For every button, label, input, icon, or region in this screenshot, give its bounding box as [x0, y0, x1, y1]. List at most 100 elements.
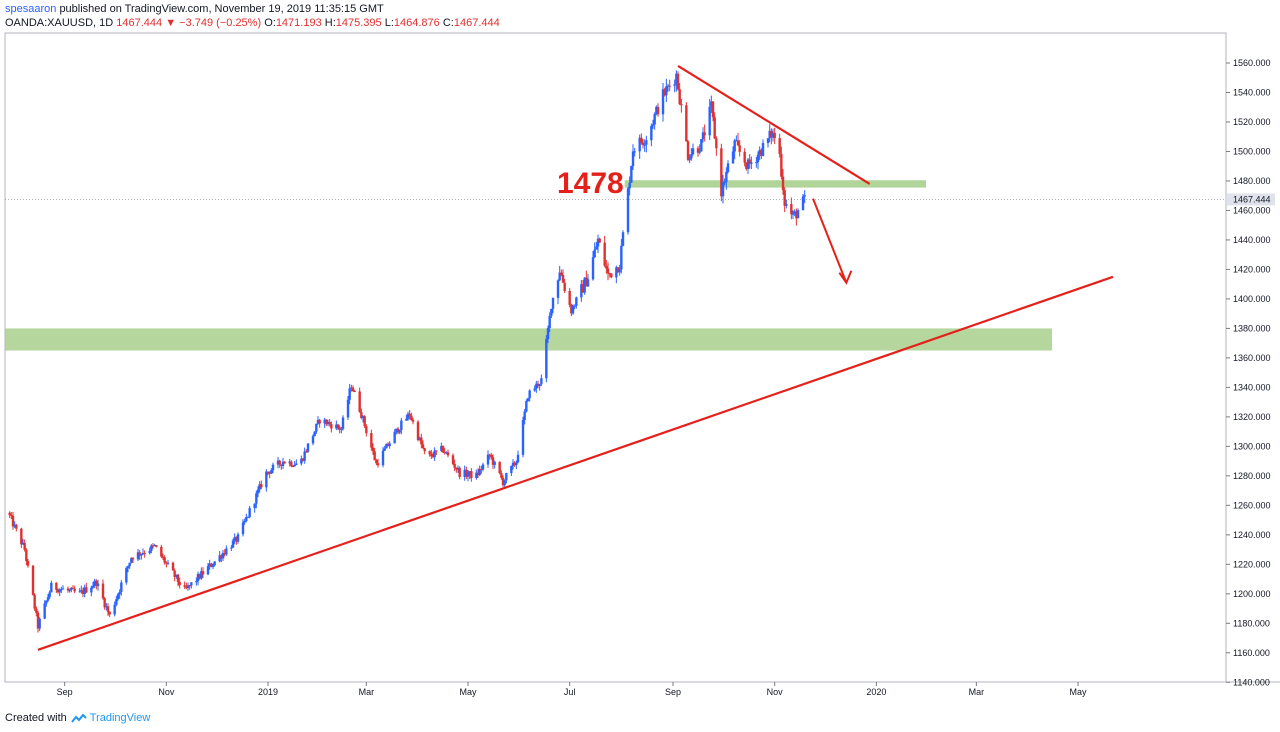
candle-body: [396, 428, 400, 433]
candle-body: [363, 416, 366, 427]
candle-body: [773, 132, 776, 139]
candle-body: [571, 306, 575, 314]
candle: [90, 585, 93, 597]
candle: [151, 543, 155, 549]
candle-body: [276, 460, 280, 465]
publisher-user-link[interactable]: spesaaron: [5, 3, 57, 15]
candle: [313, 431, 316, 437]
x-tick-label: May: [1070, 687, 1088, 697]
candle-body: [626, 188, 630, 233]
candle: [326, 419, 330, 427]
candle: [330, 421, 333, 433]
x-tick-label: 2020: [866, 687, 886, 697]
candle-body: [173, 570, 176, 577]
candle: [766, 138, 770, 148]
candle: [608, 272, 611, 278]
candle-body: [306, 443, 310, 452]
candle-body: [525, 401, 528, 412]
candle: [680, 98, 683, 113]
candle-body: [516, 454, 520, 463]
candle: [400, 417, 403, 435]
candle-body: [96, 583, 100, 587]
candle: [10, 511, 13, 520]
candle-body: [780, 153, 783, 177]
candle-body: [346, 399, 350, 418]
candle: [421, 440, 425, 449]
candle: [748, 154, 751, 169]
candle: [131, 557, 135, 563]
candle: [720, 143, 723, 202]
candle-body: [755, 162, 758, 164]
y-tick-label: 1340.000: [1233, 382, 1271, 392]
candle-body: [791, 213, 795, 215]
candle: [771, 128, 775, 142]
candle-body: [690, 154, 693, 159]
candle-body: [241, 522, 245, 535]
candle: [171, 561, 175, 571]
candle-body: [453, 463, 456, 468]
open-value: 1471.193: [275, 17, 322, 29]
candle: [96, 579, 100, 591]
candle-body: [610, 273, 613, 278]
candle: [445, 451, 448, 455]
candle: [631, 144, 635, 170]
candle: [690, 148, 693, 161]
candle: [405, 414, 408, 421]
candle-body: [23, 542, 26, 550]
candle-body: [141, 552, 145, 555]
candle: [360, 408, 363, 420]
candle: [738, 140, 741, 157]
candle: [790, 197, 793, 220]
x-tick-label: Mar: [359, 687, 375, 697]
candle: [323, 417, 326, 428]
candle-body: [130, 557, 133, 563]
candle-body: [428, 451, 431, 455]
candle-body: [305, 451, 308, 453]
candle: [503, 479, 506, 488]
candle-body: [208, 563, 211, 567]
tradingview-link[interactable]: TradingView: [70, 712, 151, 724]
candle-body: [136, 552, 140, 560]
candle-body: [323, 419, 326, 424]
candle-body: [550, 308, 553, 316]
candle-body: [196, 574, 200, 582]
candle: [645, 135, 648, 153]
candle-body: [608, 273, 611, 275]
candle: [186, 582, 190, 591]
candle-body: [616, 267, 620, 273]
candle: [348, 383, 351, 405]
candle-body: [150, 545, 153, 551]
candle: [723, 178, 726, 186]
candle: [258, 481, 261, 493]
candle: [201, 567, 205, 578]
candle: [45, 600, 48, 607]
candle: [598, 237, 601, 244]
candle-body: [330, 424, 333, 429]
candle-body: [505, 473, 508, 481]
candle-body: [651, 124, 655, 126]
candle-body: [375, 460, 378, 464]
candle-body: [246, 516, 250, 518]
candle-body: [336, 424, 340, 428]
candle: [476, 468, 480, 478]
candle-body: [430, 454, 433, 457]
candle: [688, 154, 691, 164]
candle-body: [606, 268, 610, 274]
candle: [150, 544, 153, 554]
candle: [91, 581, 95, 589]
projection-arrow-head: [838, 270, 853, 285]
y-tick-label: 1480.000: [1233, 176, 1271, 186]
candle: [756, 151, 760, 170]
candle-body: [186, 585, 190, 588]
candle-body: [143, 552, 146, 554]
candle: [526, 397, 530, 402]
candle: [583, 277, 586, 295]
candle: [230, 544, 233, 551]
tradingview-brand-label: TradingView: [89, 712, 151, 724]
candle-body: [510, 465, 513, 474]
candle: [95, 579, 98, 590]
candle: [743, 148, 746, 167]
candle-body: [628, 182, 631, 189]
candle: [515, 460, 518, 470]
